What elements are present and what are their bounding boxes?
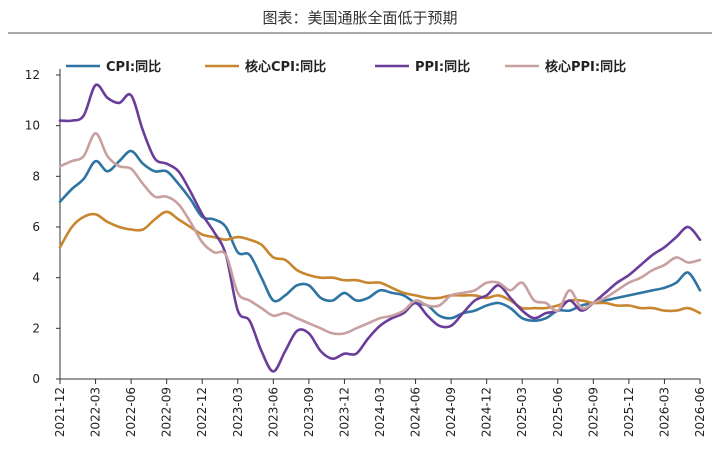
x-tick-label: 2026-06 [693, 387, 707, 437]
x-tick-label: 2022-03 [89, 387, 103, 437]
x-tick-label: 2025-09 [586, 387, 600, 437]
y-tick-label: 6 [32, 220, 40, 234]
x-tick-label: 2022-06 [124, 387, 138, 437]
y-tick-label: 8 [32, 169, 40, 183]
series-line-ppi [58, 83, 702, 373]
x-tick-label: 2023-06 [266, 387, 280, 437]
x-tick-label: 2022-12 [195, 387, 209, 437]
x-tick-label: 2023-03 [231, 387, 245, 437]
legend-item-core-cpi: 核心CPI:同比 [205, 59, 326, 75]
legend-label: CPI:同比 [106, 59, 161, 75]
x-tick-label: 2025-06 [551, 387, 565, 437]
y-tick-label: 10 [25, 119, 40, 133]
chart-legend: CPI:同比 核心CPI:同比 PPI:同比 核心PPI:同比 [66, 59, 626, 75]
chart-title: 图表：美国通胀全面低于预期 [262, 9, 457, 27]
chart-axes: 0 2 4 6 8 10 12 2021-12 2022-03 2022-06 2022-09 202… [25, 68, 707, 437]
y-tick-label: 2 [32, 321, 40, 335]
series-line-core-ppi [58, 132, 702, 336]
legend-item-core-ppi: 核心PPI:同比 [505, 59, 626, 75]
y-tick-label: 12 [25, 68, 40, 82]
x-tick-label: 2024-09 [444, 387, 458, 437]
x-tick-label: 2023-09 [302, 387, 316, 437]
legend-item-cpi: CPI:同比 [66, 59, 161, 75]
x-tick-label: 2025-12 [622, 387, 636, 437]
x-tick-label: 2025-03 [515, 387, 529, 437]
x-tick-label: 2026-03 [657, 387, 671, 437]
x-tick-label: 2024-12 [480, 387, 494, 437]
y-tick-label: 4 [32, 271, 40, 285]
legend-item-ppi: PPI:同比 [375, 59, 470, 75]
series-layer [58, 83, 702, 373]
x-tick-label: 2021-12 [53, 387, 67, 437]
x-tick-label: 2022-09 [160, 387, 174, 437]
legend-label: PPI:同比 [415, 59, 470, 75]
x-tick-label: 2023-12 [337, 387, 351, 437]
y-tick-label: 0 [32, 372, 40, 386]
x-tick-label: 2024-06 [409, 387, 423, 437]
x-tick-label: 2024-03 [373, 387, 387, 437]
legend-label: 核心CPI:同比 [245, 59, 326, 75]
legend-label: 核心PPI:同比 [545, 59, 626, 75]
